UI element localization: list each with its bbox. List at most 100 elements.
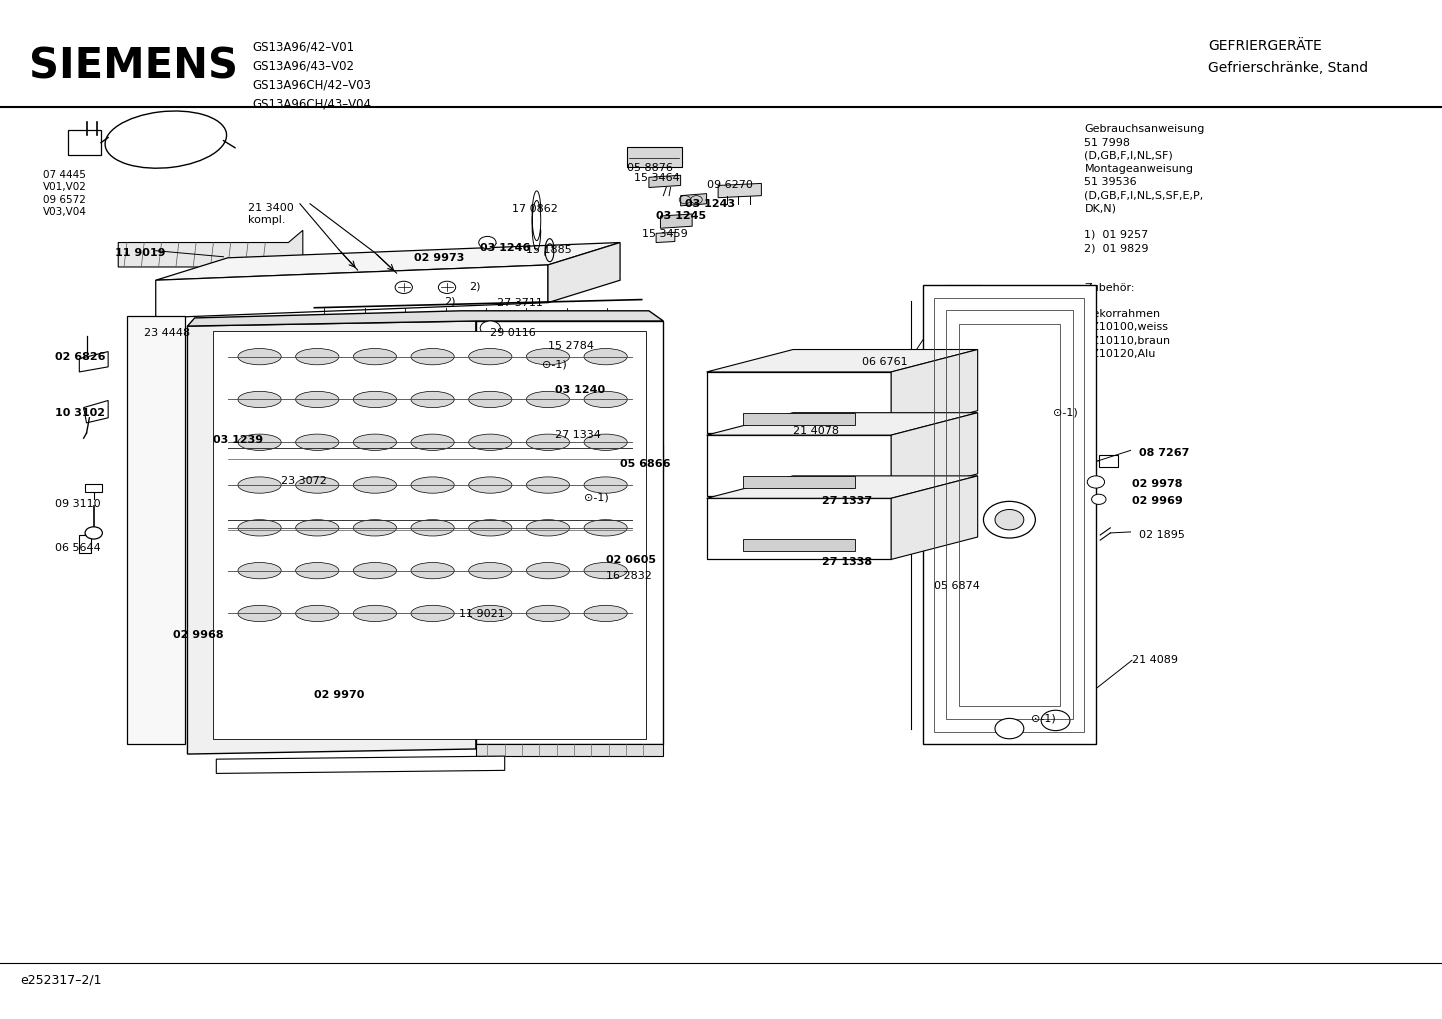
Text: 2): 2) — [469, 281, 480, 291]
Bar — [85, 484, 102, 492]
Ellipse shape — [584, 391, 627, 408]
Polygon shape — [707, 498, 891, 559]
Text: 02 6826: 02 6826 — [55, 352, 105, 362]
Text: GS13A96/42–V01
GS13A96/43–V02
GS13A96CH/42–V03
GS13A96CH/43–V04: GS13A96/42–V01 GS13A96/43–V02 GS13A96CH/… — [252, 41, 372, 111]
Text: ⊙-1): ⊙-1) — [584, 492, 609, 502]
Ellipse shape — [526, 348, 570, 365]
Ellipse shape — [526, 562, 570, 579]
Ellipse shape — [469, 562, 512, 579]
Polygon shape — [79, 352, 108, 372]
Ellipse shape — [238, 434, 281, 450]
Ellipse shape — [238, 391, 281, 408]
Circle shape — [479, 236, 496, 249]
Bar — [134, 365, 177, 375]
Polygon shape — [1099, 455, 1118, 467]
Ellipse shape — [238, 348, 281, 365]
Ellipse shape — [353, 348, 397, 365]
Polygon shape — [156, 243, 620, 280]
Text: 03 1243: 03 1243 — [685, 199, 735, 209]
Circle shape — [1092, 494, 1106, 504]
Bar — [134, 334, 177, 344]
Polygon shape — [476, 744, 663, 756]
Ellipse shape — [238, 520, 281, 536]
Text: 27 1334: 27 1334 — [555, 430, 601, 440]
Polygon shape — [187, 311, 663, 326]
Text: 27 3711: 27 3711 — [497, 298, 544, 308]
Text: 02 9978: 02 9978 — [1132, 479, 1182, 489]
Bar — [134, 548, 177, 558]
Polygon shape — [127, 316, 185, 744]
Ellipse shape — [526, 434, 570, 450]
Circle shape — [983, 501, 1035, 538]
Text: 02 1895: 02 1895 — [1139, 530, 1185, 540]
Text: Gefrierschränke, Stand: Gefrierschränke, Stand — [1208, 61, 1368, 75]
Bar — [134, 518, 177, 528]
Ellipse shape — [296, 348, 339, 365]
Bar — [134, 457, 177, 467]
Ellipse shape — [469, 520, 512, 536]
Text: GEFRIERGERÄTE: GEFRIERGERÄTE — [1208, 39, 1322, 53]
Polygon shape — [891, 350, 978, 433]
Text: 10 3102: 10 3102 — [55, 408, 105, 418]
Bar — [620, 445, 663, 471]
Circle shape — [574, 487, 594, 501]
Text: 15 3464: 15 3464 — [634, 173, 681, 183]
Ellipse shape — [584, 348, 627, 365]
Text: 21 4078: 21 4078 — [793, 426, 839, 436]
Text: 15 3459: 15 3459 — [642, 229, 688, 239]
Ellipse shape — [584, 434, 627, 450]
Circle shape — [480, 321, 500, 335]
Bar — [134, 426, 177, 436]
Circle shape — [1087, 476, 1105, 488]
Ellipse shape — [238, 605, 281, 622]
Text: 11 9021: 11 9021 — [459, 609, 505, 620]
Bar — [627, 147, 682, 167]
Ellipse shape — [526, 391, 570, 408]
Text: 02 9969: 02 9969 — [1132, 496, 1182, 506]
Polygon shape — [891, 413, 978, 496]
Ellipse shape — [296, 434, 339, 450]
Polygon shape — [476, 321, 663, 744]
Ellipse shape — [353, 605, 397, 622]
Polygon shape — [555, 384, 584, 395]
Ellipse shape — [584, 562, 627, 579]
Ellipse shape — [296, 605, 339, 622]
Text: 05 6874: 05 6874 — [934, 581, 981, 591]
Polygon shape — [118, 230, 303, 267]
Text: 27 1337: 27 1337 — [822, 496, 872, 506]
Ellipse shape — [526, 520, 570, 536]
Polygon shape — [187, 321, 476, 754]
Bar — [134, 579, 177, 589]
Polygon shape — [68, 130, 101, 155]
Text: 07 4445
V01,V02
09 6572
V03,V04: 07 4445 V01,V02 09 6572 V03,V04 — [43, 170, 87, 217]
Ellipse shape — [296, 477, 339, 493]
Polygon shape — [156, 265, 548, 318]
Polygon shape — [923, 285, 1096, 744]
Ellipse shape — [411, 434, 454, 450]
Text: 02 0605: 02 0605 — [606, 555, 656, 566]
Text: 21 4089: 21 4089 — [1132, 655, 1178, 665]
Bar — [743, 476, 855, 488]
Ellipse shape — [469, 391, 512, 408]
Bar — [134, 609, 177, 620]
Bar — [134, 701, 177, 711]
Polygon shape — [656, 232, 675, 243]
Circle shape — [995, 718, 1024, 739]
Circle shape — [531, 337, 548, 350]
Ellipse shape — [469, 348, 512, 365]
Text: 03 1245: 03 1245 — [656, 211, 707, 221]
Polygon shape — [216, 756, 505, 773]
Ellipse shape — [584, 477, 627, 493]
Bar — [134, 395, 177, 406]
Polygon shape — [681, 194, 707, 206]
Bar — [134, 487, 177, 497]
Ellipse shape — [411, 348, 454, 365]
Ellipse shape — [353, 562, 397, 579]
Text: 09 6270: 09 6270 — [707, 180, 753, 191]
Ellipse shape — [238, 477, 281, 493]
Ellipse shape — [526, 605, 570, 622]
Polygon shape — [891, 476, 978, 559]
Polygon shape — [548, 243, 620, 303]
Polygon shape — [213, 632, 470, 649]
Polygon shape — [707, 413, 978, 435]
